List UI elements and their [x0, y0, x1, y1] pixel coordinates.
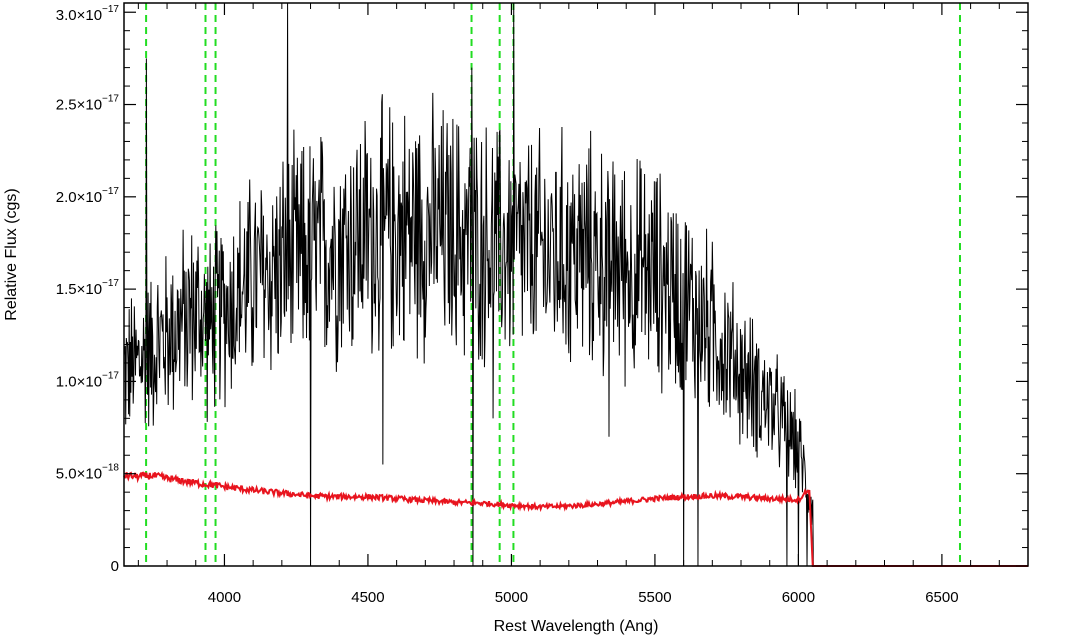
x-tick-label: 6500 [925, 589, 958, 606]
y-tick-label: 3.0×10−17 [56, 4, 120, 24]
x-tick-label: 6000 [782, 589, 815, 606]
series-layer [123, 2, 1028, 567]
y-tick-label: 2.0×10−17 [56, 186, 120, 206]
x-axis-label: Rest Wavelength (Ang) [494, 618, 659, 635]
emission-line-markers [145, 3, 961, 566]
axis-ticks [124, 3, 1029, 567]
y-tick-label: 1.0×10−17 [56, 370, 120, 390]
y-tick-label: 0 [111, 558, 119, 575]
y-axis-label: Relative Flux (cgs) [3, 188, 20, 320]
x-tick-label: 4500 [351, 589, 384, 606]
series-line-observed [123, 2, 814, 567]
y-tick-label: 5.0×10−18 [56, 463, 120, 483]
x-tick-label: 4000 [208, 589, 241, 606]
x-tick-label: 5000 [495, 589, 528, 606]
series-line-model [123, 470, 1028, 567]
y-tick-label: 1.5×10−17 [56, 278, 120, 298]
plot-frame [123, 2, 1029, 567]
y-tick-label: 2.5×10−17 [56, 94, 120, 114]
tick-labels: 4000 4500 5000 5500 6000 6500 0 5.0×10−18 1.0×10… [56, 4, 959, 606]
x-tick-label: 5500 [638, 589, 671, 606]
